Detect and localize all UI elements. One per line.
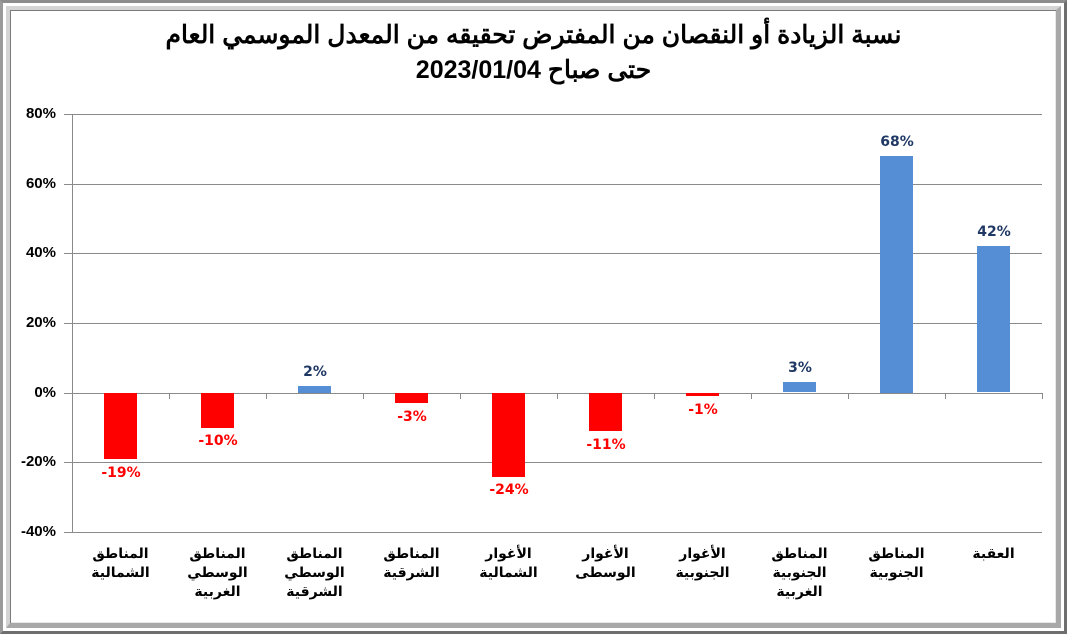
x-axis-label: المناطق الوسطي الشرقية — [266, 545, 363, 602]
y-axis-tick — [64, 253, 72, 254]
x-axis-label: الأغوار الشمالية — [460, 545, 557, 583]
x-axis-label: الأغوار الجنوبية — [654, 545, 751, 583]
data-label: -19% — [101, 465, 141, 481]
data-label: -24% — [489, 482, 529, 498]
x-axis-label: المناطق الجنوبية — [848, 545, 945, 583]
x-axis-tick — [654, 393, 655, 399]
x-axis-label-line: الأغوار — [582, 546, 629, 562]
x-axis-tick — [848, 393, 849, 399]
y-axis-tick — [64, 114, 72, 115]
chart-frame-bevel — [6, 6, 1061, 628]
bar-negative — [201, 393, 234, 428]
chart-title-line1: نسبة الزيادة أو النقصان من المفترض تحقيق… — [165, 21, 902, 49]
y-axis-tick — [64, 393, 72, 394]
data-label: -11% — [586, 437, 626, 453]
chart-subtitle: حتى صباح 2023/01/04 — [415, 56, 652, 84]
data-label: 3% — [788, 360, 812, 376]
y-axis-label: 60% — [25, 175, 56, 192]
x-axis-label-line: الشرقية — [383, 565, 440, 581]
bar-negative — [395, 393, 428, 403]
x-axis-label: الأغوار الوسطى — [557, 545, 654, 583]
y-axis-tick — [64, 532, 72, 533]
x-axis-label-line: الشمالية — [479, 565, 538, 581]
data-label: -1% — [688, 402, 718, 418]
x-axis-label-line: الجنوبية — [869, 565, 924, 581]
x-axis-label: المناطق الجنوبية الغربية — [751, 545, 848, 602]
data-label: -3% — [397, 409, 427, 425]
bar-positive — [880, 156, 913, 393]
bar-negative — [589, 393, 622, 431]
x-axis-label-line: الجنوبية — [772, 565, 827, 581]
y-axis-tick — [64, 323, 72, 324]
y-axis-tick — [64, 462, 72, 463]
x-axis-tick — [460, 393, 461, 399]
data-label: -10% — [198, 433, 238, 449]
x-axis-label-line: المناطق — [92, 546, 149, 562]
gridline — [72, 253, 1042, 254]
y-axis-label: 0% — [34, 384, 56, 401]
y-axis-label: 40% — [25, 244, 56, 261]
x-axis-label: المناطق الشرقية — [363, 545, 460, 583]
gridline — [72, 323, 1042, 324]
x-axis-label-line: المناطق — [868, 546, 925, 562]
y-axis-label: -20% — [20, 453, 56, 470]
y-axis-line — [72, 114, 73, 533]
x-axis-label-line: المناطق — [383, 546, 440, 562]
data-label: 2% — [303, 364, 327, 380]
x-axis-tick — [363, 393, 364, 399]
x-axis-label: المناطق الوسطي الغربية — [169, 545, 266, 602]
gridline — [72, 114, 1042, 115]
x-axis-label-line: الغربية — [194, 584, 241, 600]
x-axis-label: العقبة — [945, 545, 1042, 564]
data-label: 42% — [977, 224, 1011, 240]
bar-positive — [783, 382, 816, 392]
bar-positive — [977, 246, 1010, 392]
bar-negative — [686, 393, 719, 396]
x-axis-label-line: الأغوار — [679, 546, 726, 562]
x-axis-label-line: الشرقية — [286, 584, 343, 600]
x-axis-label-line: الوسطي — [187, 565, 248, 581]
gridline — [72, 462, 1042, 463]
x-axis-tick — [945, 393, 946, 399]
chart-title: نسبة الزيادة أو النقصان من المفترض تحقيق… — [0, 18, 1067, 88]
x-axis-label-line: الوسطى — [575, 565, 636, 581]
x-axis-label-line: الأغوار — [485, 546, 532, 562]
x-axis-tick — [72, 393, 73, 399]
y-axis-tick — [64, 184, 72, 185]
x-axis-tick — [751, 393, 752, 399]
x-axis-tick — [557, 393, 558, 399]
y-axis-label: 80% — [25, 105, 56, 122]
x-axis-label-line: المناطق — [189, 546, 246, 562]
x-axis-label-line: الشمالية — [91, 565, 150, 581]
x-axis-label-line: الغربية — [776, 584, 823, 600]
y-axis-label: 20% — [25, 314, 56, 331]
x-axis-tick — [266, 393, 267, 399]
bar-positive — [298, 386, 331, 393]
x-axis-label-line: العقبة — [972, 546, 1015, 562]
y-axis-label: -40% — [20, 523, 56, 540]
bar-negative — [492, 393, 525, 477]
data-label: 68% — [880, 134, 914, 150]
x-axis-label: المناطق الشمالية — [72, 545, 169, 583]
x-axis-label-line: الجنوبية — [675, 565, 730, 581]
gridline — [72, 532, 1042, 533]
x-axis-tick — [1042, 393, 1043, 399]
x-axis-label-line: الوسطي — [284, 565, 345, 581]
bar-negative — [104, 393, 137, 459]
x-axis-tick — [169, 393, 170, 399]
gridline — [72, 184, 1042, 185]
x-axis-label-line: المناطق — [286, 546, 343, 562]
x-axis-label-line: المناطق — [771, 546, 828, 562]
